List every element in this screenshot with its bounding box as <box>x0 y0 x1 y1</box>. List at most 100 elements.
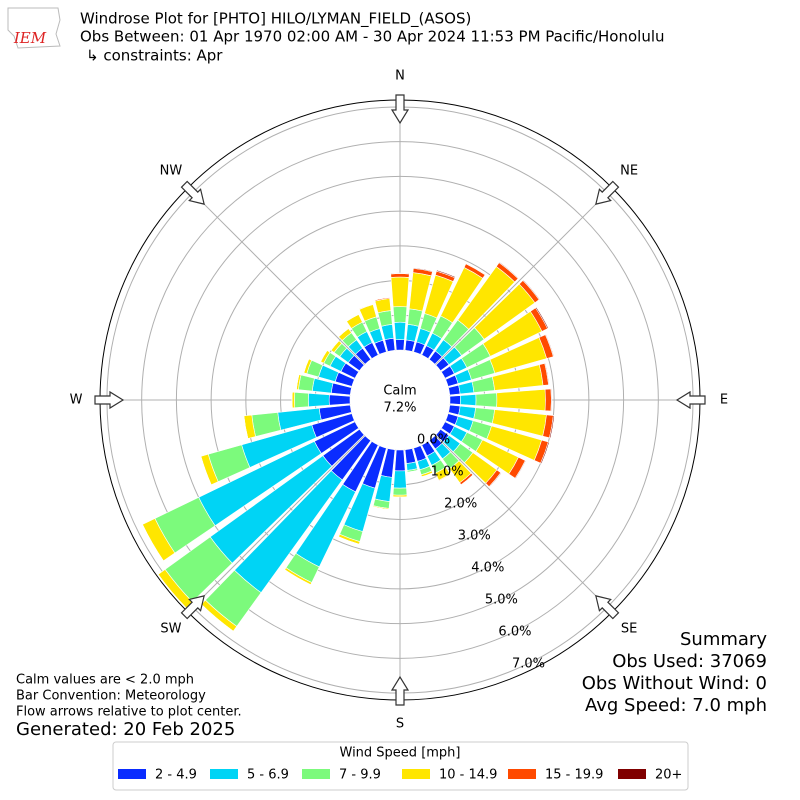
bar-segment <box>475 392 498 408</box>
bar-segment <box>421 472 433 478</box>
bar-segment <box>535 306 549 330</box>
bar-segment <box>390 272 410 275</box>
calm-label: Calm <box>383 384 416 399</box>
grid-spoke <box>187 187 365 365</box>
bar-segment <box>330 340 340 351</box>
bar-segment <box>549 415 555 439</box>
direction-label: E <box>720 393 728 408</box>
bar-segment <box>496 389 546 411</box>
logo-shape <box>7 7 61 49</box>
flow-arrow <box>675 390 706 410</box>
bar-segment <box>294 391 309 409</box>
bar-segment <box>460 474 474 486</box>
bar-segment <box>458 405 476 420</box>
bar-segment <box>390 276 410 308</box>
bar-segment <box>544 362 550 386</box>
summary-line: Avg Speed: 7.0 mph <box>585 695 767 716</box>
bar-segment <box>448 384 461 396</box>
bar-segment <box>380 324 395 341</box>
bar-segment <box>458 381 475 395</box>
legend-label: 2 - 4.9 <box>155 768 197 783</box>
legend-swatch <box>508 769 536 779</box>
r-tick-label: 0.0% <box>417 433 450 448</box>
bar-segment <box>308 392 330 408</box>
flow-arrow <box>94 390 125 410</box>
bar-segment <box>449 395 461 405</box>
bar-segment <box>251 412 282 437</box>
plot: Calm 7.2% 0.0% 1.0% 2.0% 3.0% 4.0% 5.0% 6.0% 7.0%… <box>70 69 729 732</box>
bar-segment <box>407 470 418 473</box>
legend-label: 7 - 9.9 <box>339 768 381 783</box>
bar-segment <box>377 310 393 327</box>
bar-segment <box>473 407 495 424</box>
bar-segment <box>540 441 550 465</box>
flow-arrow <box>390 94 410 125</box>
direction-label: NE <box>620 163 638 178</box>
summary-line: Obs Used: 37069 <box>612 651 767 672</box>
bar-segment <box>338 328 349 337</box>
r-tick-label: 2.0% <box>444 496 477 511</box>
bar-segment <box>488 472 502 488</box>
bar-segment <box>544 388 552 412</box>
r-tick-label: 4.0% <box>471 560 504 575</box>
direction-label: N <box>395 69 405 84</box>
grid-spoke <box>435 187 613 365</box>
bar-segment <box>311 378 334 394</box>
logo-text: IEM <box>13 29 47 47</box>
legend-swatch <box>210 769 238 779</box>
direction-label: SE <box>621 622 637 637</box>
flow-arrow <box>595 595 620 620</box>
bar-segment <box>471 376 495 393</box>
r-tick-label: 7.0% <box>512 656 545 671</box>
bar-segment <box>338 536 360 545</box>
flow-arrow <box>180 180 205 205</box>
legend-swatch <box>618 769 646 779</box>
bar-segment <box>303 358 310 373</box>
legend: Wind Speed [mph] 2 - 4.9 5 - 6.9 7 - 9.9 10… <box>112 741 689 791</box>
bar-segment <box>465 262 486 276</box>
r-tick-label: 6.0% <box>498 624 531 639</box>
flow-arrow <box>390 675 410 706</box>
legend-label: 10 - 14.9 <box>439 768 497 783</box>
bar-segment <box>157 574 187 609</box>
bar-segment <box>390 273 410 278</box>
r-tick-label: 3.0% <box>458 528 491 543</box>
bar-segment <box>394 449 406 472</box>
bar-segment <box>328 394 351 406</box>
bar-segment <box>298 374 315 392</box>
bar-segment <box>405 324 420 342</box>
bar-segment <box>544 333 555 357</box>
note: Calm values are < 2.0 mph <box>16 673 194 688</box>
note: Flow arrows relative to plot center. <box>16 705 242 720</box>
bar-segment <box>392 306 408 323</box>
calm-circle <box>350 350 450 450</box>
legend-label: 15 - 19.9 <box>545 768 603 783</box>
legend-title: Wind Speed [mph] <box>340 746 461 761</box>
bar-segment <box>522 279 541 301</box>
bar-segment <box>404 339 416 352</box>
legend-box <box>112 741 689 791</box>
bar-segment <box>436 269 456 279</box>
direction-label: W <box>70 393 83 408</box>
legend-label: 5 - 6.9 <box>247 768 289 783</box>
legend-swatch <box>118 769 146 779</box>
legend-label: 20+ <box>655 768 682 783</box>
bar-segment <box>384 337 396 352</box>
bar-segment <box>393 321 407 341</box>
summary-line: Summary <box>680 629 767 650</box>
legend-swatch <box>402 769 430 779</box>
grid-spoke <box>187 435 365 613</box>
constraints: ↳ constraints: Apr <box>86 47 223 65</box>
bar-segment <box>392 487 408 496</box>
legend-swatch <box>302 769 330 779</box>
bar-segment <box>413 267 433 273</box>
grid-spoke <box>435 435 613 613</box>
bar-segment <box>459 394 477 406</box>
flow-arrow <box>595 180 620 205</box>
note: Bar Convention: Meteorology <box>16 689 206 704</box>
direction-label: S <box>396 717 404 732</box>
r-tick-label: 5.0% <box>485 592 518 607</box>
summary-line: Obs Without Wind: 0 <box>582 673 767 694</box>
bar-segment <box>498 261 520 279</box>
